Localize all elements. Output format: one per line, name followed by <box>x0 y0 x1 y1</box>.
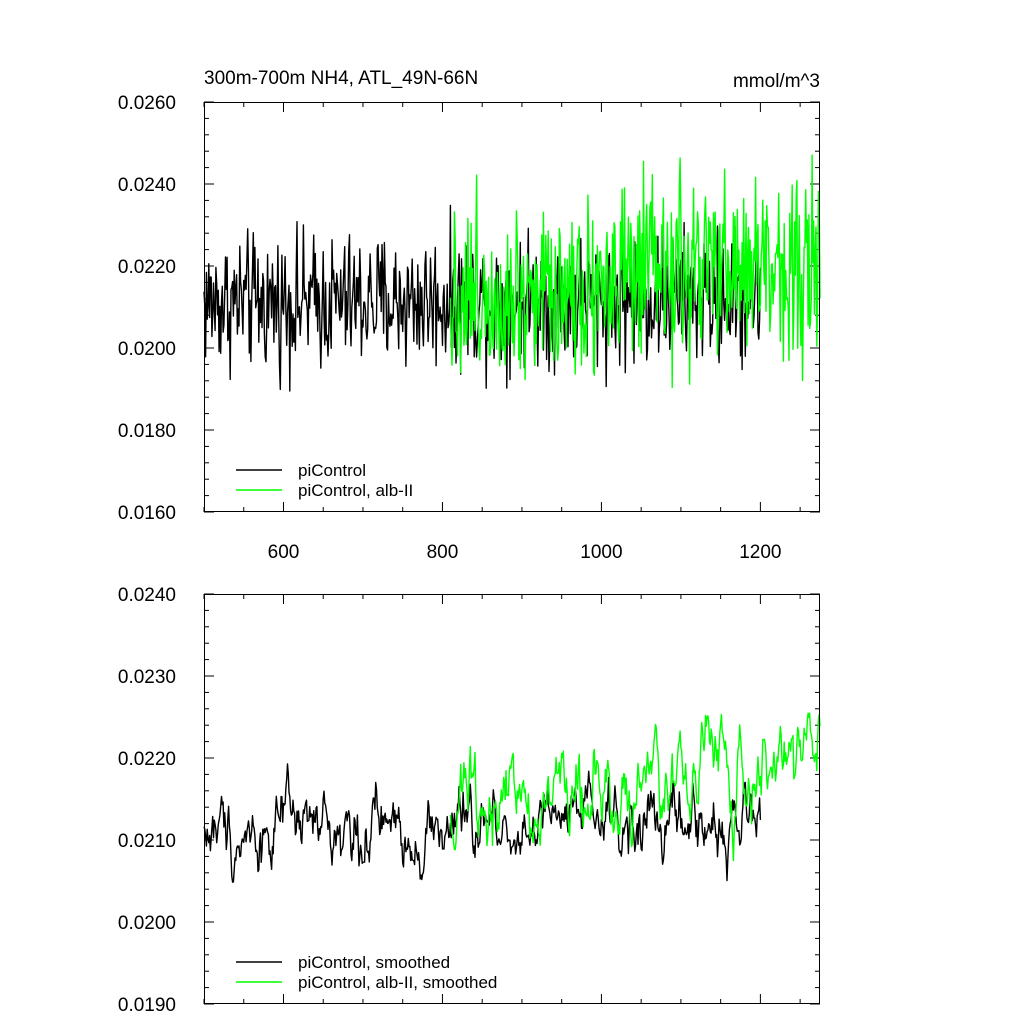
x-tick-label: 600 <box>268 542 300 563</box>
y-tick-label: 0.0220 <box>118 749 176 770</box>
bottom-plot-frame <box>204 594 820 1004</box>
x-tick-label: 1200 <box>739 542 781 563</box>
y-tick-label: 0.0230 <box>118 667 176 688</box>
y-tick-label: 0.0160 <box>118 503 176 524</box>
x-tick-label: 800 <box>427 542 459 563</box>
legend-label-picontrol: piControl <box>298 461 366 480</box>
y-tick-label: 0.0210 <box>118 831 176 852</box>
bottom-axis-ticks: 0.0190 0.0200 0.0210 0.0220 0.0230 0.0240 <box>118 585 820 1016</box>
y-tick-label: 0.0240 <box>118 175 176 196</box>
legend-label-picontrol-smoothed: piControl, smoothed <box>298 953 450 972</box>
legend-label-alb-ii: piControl, alb-II <box>298 481 413 500</box>
top-axis-ticks: 0.0160 0.0180 0.0200 0.0220 0.0240 0.0260 600 8… <box>118 93 820 563</box>
y-tick-label: 0.0220 <box>118 257 176 278</box>
bottom-legend: piControl, smoothed piControl, alb-II, s… <box>236 953 497 992</box>
top-panel: 300m-700m NH4, ATL_49N-66N mmol/m^3 0.01… <box>118 68 821 563</box>
y-tick-label: 0.0260 <box>118 93 176 114</box>
top-legend: piControl piControl, alb-II <box>236 461 413 500</box>
bottom-panel: 0.0190 0.0200 0.0210 0.0220 0.0230 0.0240 piC… <box>118 585 821 1016</box>
y-tick-label: 0.0180 <box>118 421 176 442</box>
bottom-series-group <box>203 712 821 883</box>
legend-label-alb-ii-smoothed: piControl, alb-II, smoothed <box>298 973 497 992</box>
top-plot-frame <box>204 102 820 512</box>
top-series-group <box>203 154 821 392</box>
series-line-alb-ii <box>449 154 821 389</box>
y-tick-label: 0.0200 <box>118 339 176 360</box>
top-title-right: mmol/m^3 <box>733 71 820 92</box>
y-tick-label: 0.0200 <box>118 913 176 934</box>
x-tick-label: 1000 <box>580 542 622 563</box>
y-tick-label: 0.0190 <box>118 995 176 1016</box>
y-tick-label: 0.0240 <box>118 585 176 606</box>
series-line-alb-ii <box>449 712 821 862</box>
top-title-left: 300m-700m NH4, ATL_49N-66N <box>204 68 478 89</box>
series-line-picontrol <box>203 763 762 883</box>
